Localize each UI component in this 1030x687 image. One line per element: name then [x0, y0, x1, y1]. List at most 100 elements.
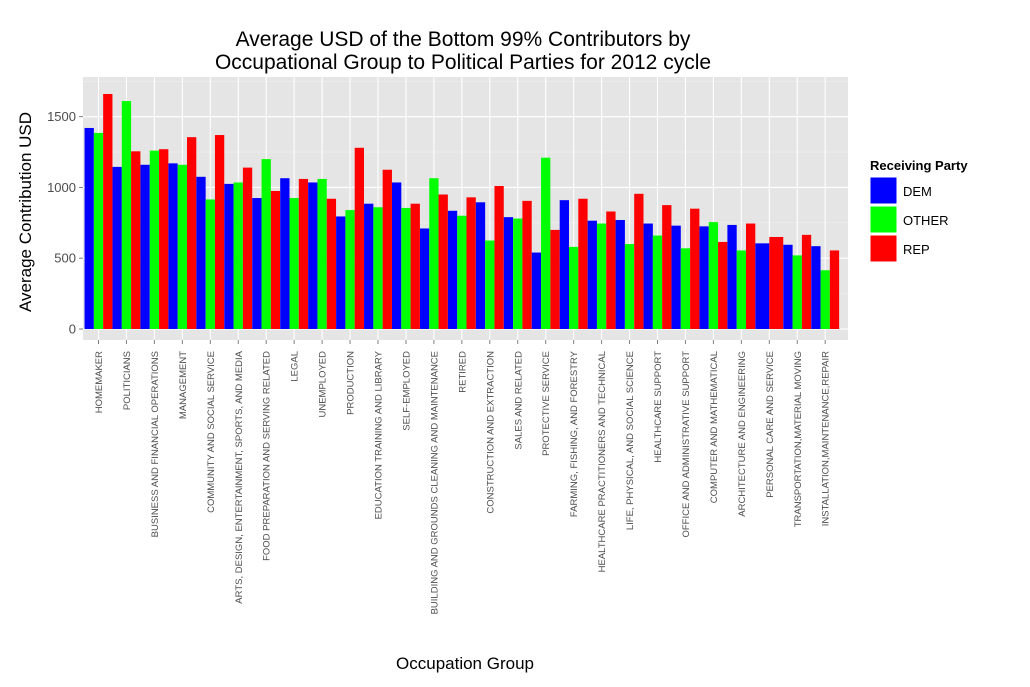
y-axis: 0 500 1000 1500: [47, 109, 83, 337]
x-tick-label: BUILDING AND GROUNDS CLEANING AND MAINTE…: [429, 351, 440, 614]
bar-dem: [783, 244, 793, 329]
x-tick-label: ARCHITECTURE AND ENGINEERING: [737, 351, 748, 517]
bar-dem: [615, 219, 625, 329]
bar-other: [736, 250, 746, 329]
x-tick-label: OFFICE AND ADMINISTRATIVE SUPPORT: [681, 351, 692, 538]
bar-dem: [531, 252, 542, 329]
bar-rep: [466, 197, 476, 329]
y-tick-label: 1000: [47, 180, 76, 195]
x-tick-label: SALES AND RELATED: [513, 351, 524, 450]
x-tick-label: PROTECTIVE SERVICE: [541, 351, 552, 456]
bar-dem: [475, 202, 486, 329]
bar-other: [373, 207, 383, 329]
bar-other: [121, 101, 132, 329]
bar-rep: [298, 178, 309, 329]
x-axis-title: Occupation Group: [396, 654, 534, 673]
bar-dem: [643, 223, 653, 329]
bar-other: [652, 235, 663, 329]
bar-dem: [84, 127, 94, 329]
bar-rep: [522, 200, 532, 329]
bar-rep: [270, 190, 281, 329]
y-tick-label: 500: [54, 251, 76, 266]
legend-key-dem: [869, 176, 898, 205]
x-tick-label: SELF-EMPLOYED: [401, 351, 412, 431]
bar-dem: [224, 183, 234, 329]
bar-rep: [801, 234, 812, 329]
x-tick-label: INSTALLATION,MAINTENANCE,REPAIR: [821, 351, 832, 526]
bar-dem: [392, 182, 402, 329]
bar-rep: [410, 203, 420, 329]
chart-title-line-1: Average USD of the Bottom 99% Contributo…: [236, 28, 691, 51]
bar-other: [541, 157, 551, 329]
bar-dem: [308, 182, 318, 329]
bar-dem: [419, 228, 430, 329]
x-tick-label: ARTS, DESIGN, ENTERTAINMENT, SPORTS, AND…: [234, 350, 245, 603]
bar-dem: [336, 216, 346, 329]
bar-other: [820, 270, 830, 329]
bar-other: [792, 255, 802, 329]
bar-rep: [326, 198, 337, 329]
legend-label-rep: REP: [903, 242, 930, 257]
x-tick-label: COMPUTER AND MATHEMATICAL: [709, 351, 720, 503]
bar-rep: [438, 194, 448, 329]
bar-other: [345, 210, 355, 329]
bar-dem: [252, 198, 262, 329]
bar-rep: [662, 205, 672, 329]
bar-other: [401, 207, 411, 329]
bar-other: [93, 132, 104, 329]
x-tick-label: UNEMPLOYED: [318, 351, 329, 418]
bar-dem: [559, 200, 569, 329]
bar-rep: [214, 135, 225, 329]
x-tick-label: HEALTHCARE SUPPORT: [653, 351, 664, 463]
bar-dem: [196, 176, 206, 329]
bar-rep: [578, 198, 588, 329]
bar-rep: [159, 149, 169, 329]
bar-other: [513, 218, 523, 329]
x-tick-label: TRANSPORTATION,MATERIAL MOVING: [793, 351, 804, 527]
x-tick-label: BUSINESS AND FINANCIAL OPERATIONS: [150, 351, 161, 537]
bar-rep: [550, 229, 560, 329]
bar-dem: [727, 224, 737, 329]
bar-other: [233, 182, 243, 329]
x-tick-label: RETIRED: [457, 351, 468, 393]
x-tick-label: COMMUNITY AND SOCIAL SERVICE: [206, 351, 217, 513]
x-axis: HOMEMAKER POLITICIANS BUSINESS AND FINANCI…: [94, 340, 832, 614]
y-tick-label: 0: [69, 322, 76, 337]
bar-rep: [718, 241, 728, 329]
bar-other: [261, 159, 271, 329]
x-tick-label: LEGAL: [290, 351, 301, 382]
bar-dem: [140, 164, 150, 329]
bar-dem: [112, 166, 122, 329]
bar-rep: [606, 211, 616, 329]
bar-other: [569, 246, 579, 329]
x-tick-label: MANAGEMENT: [178, 351, 189, 419]
bar-rep: [103, 93, 113, 329]
bar-rep: [829, 250, 840, 329]
bar-rep: [634, 193, 644, 329]
bar-rep: [131, 151, 141, 329]
bar-rep: [690, 208, 700, 329]
bar-other: [317, 178, 327, 329]
legend: Receiving Party DEM OTHER REP: [869, 158, 968, 263]
y-tick-label: 1500: [47, 109, 76, 124]
bar-dem: [503, 217, 514, 329]
x-tick-label: HEALTHCARE PRACTITIONERS AND TECHNICAL: [597, 351, 608, 572]
y-axis-title: Average Contribution USD: [16, 112, 35, 312]
x-tick-label: HOMEMAKER: [94, 351, 105, 413]
bar-other: [624, 244, 635, 329]
bars: [84, 93, 840, 329]
bar-rep: [242, 167, 253, 329]
x-tick-label: POLITICIANS: [122, 351, 133, 410]
bar-rep: [187, 137, 197, 329]
x-tick-label: PERSONAL CARE AND SERVICE: [765, 351, 776, 498]
legend-title: Receiving Party: [870, 158, 968, 173]
legend-key-other: [869, 205, 898, 234]
bar-rep: [769, 236, 784, 329]
x-tick-label: LIFE, PHYSICAL, AND SOCIAL SCIENCE: [625, 351, 636, 530]
bar-rep: [382, 169, 392, 329]
bar-other: [289, 198, 299, 329]
bar-other: [177, 164, 187, 329]
bar-dem: [755, 243, 770, 329]
legend-key-rep: [869, 234, 898, 263]
